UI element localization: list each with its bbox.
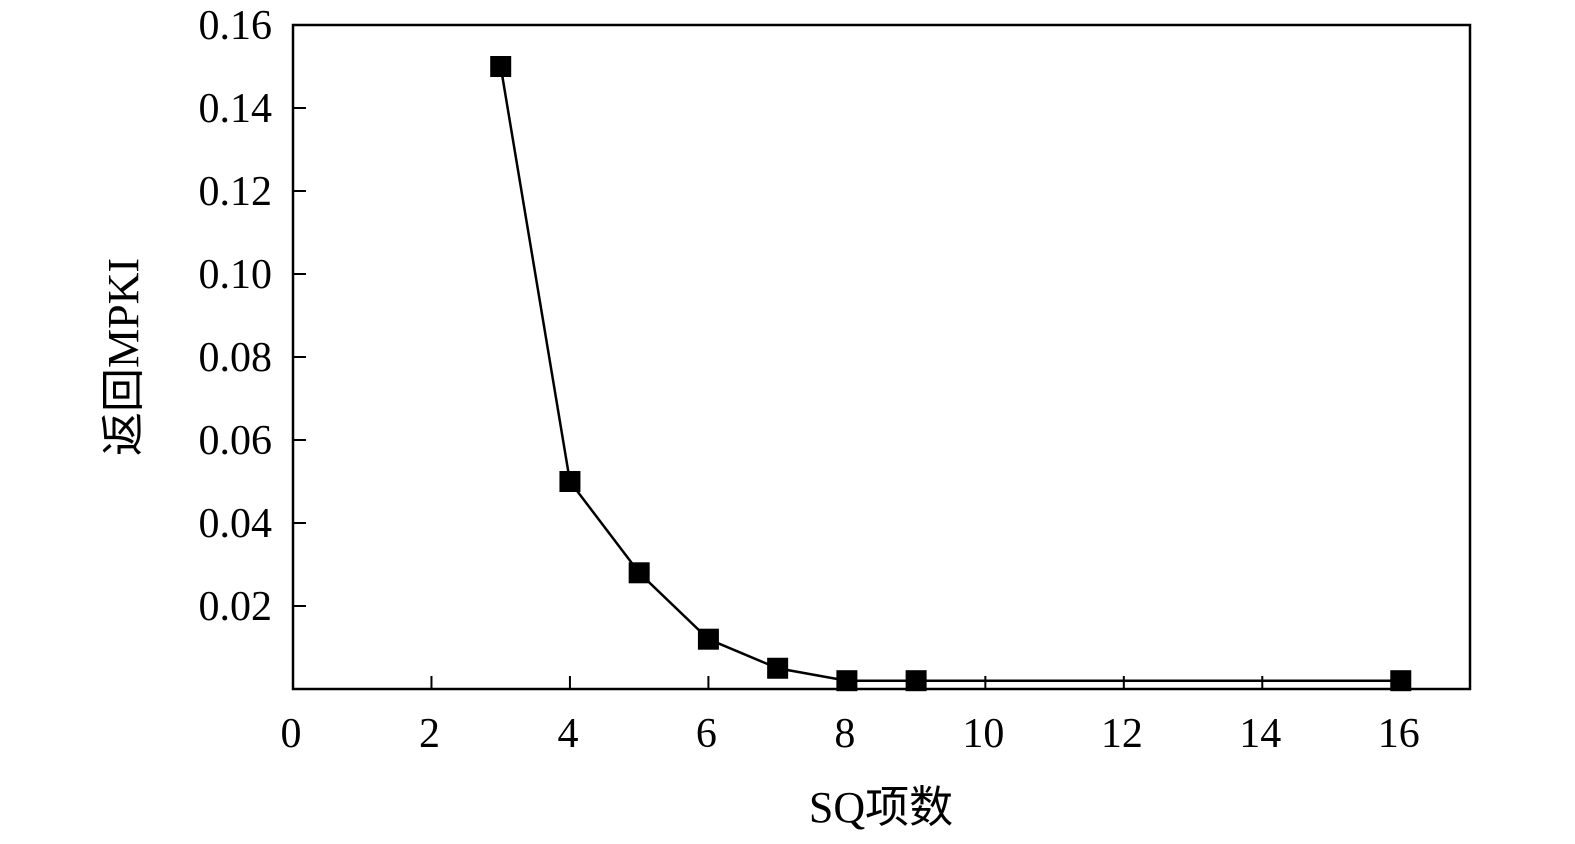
y-axis-title: 返回MPKI	[99, 258, 148, 456]
x-axis-ticks: 0 2 4 6 8 10 12 14 16	[281, 676, 1420, 757]
series-line	[499, 66, 1401, 682]
data-point-marker	[905, 670, 927, 692]
x-tick-label: 6	[696, 711, 717, 757]
x-tick-label: 16	[1378, 711, 1420, 757]
data-point-marker	[767, 657, 789, 679]
y-tick-label: 0.06	[199, 418, 273, 464]
y-tick-label: 0.10	[199, 252, 273, 298]
data-point-marker	[1390, 670, 1412, 692]
x-tick-label: 4	[557, 711, 578, 757]
y-tick-label: 0.12	[199, 169, 273, 215]
y-tick-label: 0.02	[199, 584, 273, 630]
plot-frame	[291, 23, 1472, 691]
data-point-marker	[836, 670, 858, 692]
series-group	[490, 56, 1412, 692]
y-tick-label: 0.14	[199, 86, 273, 132]
y-tick-label: 0.04	[199, 501, 273, 547]
x-tick-label: 12	[1101, 711, 1143, 757]
y-axis-ticks: 0.02 0.04 0.06 0.08 0.10 0.12 0.14 0.16	[199, 3, 306, 630]
x-tick-label: 0	[281, 711, 302, 757]
x-tick-label: 10	[962, 711, 1004, 757]
data-point-marker	[628, 562, 650, 584]
x-tick-label: 14	[1239, 711, 1281, 757]
y-tick-label: 0.08	[199, 335, 273, 381]
x-tick-label: 8	[834, 711, 855, 757]
y-tick-label: 0.16	[199, 3, 273, 49]
data-point-marker	[490, 56, 512, 77]
data-point-marker	[559, 471, 581, 492]
data-point-marker	[697, 628, 719, 650]
x-axis-title: SQ项数	[809, 783, 953, 832]
x-tick-label: 2	[419, 711, 440, 757]
